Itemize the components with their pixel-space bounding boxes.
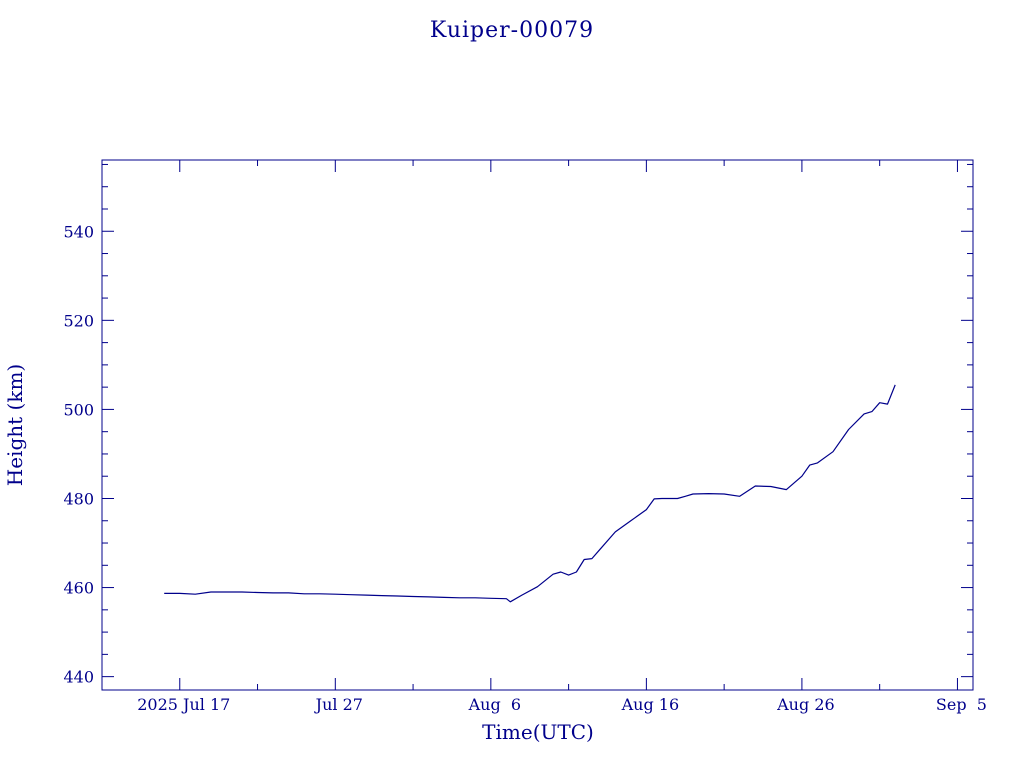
x-tick-label: Sep 5 [936, 695, 987, 714]
y-tick-label: 480 [63, 489, 94, 508]
x-tick-label: 2025 Jul 17 [137, 695, 230, 714]
y-tick-label: 520 [63, 311, 94, 330]
series-layer [164, 384, 896, 603]
series-line-0 [164, 384, 896, 603]
y-tick-label: 460 [63, 579, 94, 598]
x-tick-label: Jul 27 [314, 695, 363, 714]
y-tick-label: 540 [63, 222, 94, 241]
x-axis-label: Time(UTC) [482, 720, 594, 744]
y-tick-label: 440 [63, 668, 94, 687]
plot-frame [101, 159, 974, 691]
y-tick-label: 500 [63, 400, 94, 419]
x-tick-label: Aug 16 [621, 695, 680, 714]
tick-labels-layer: 440 460 480 500 520 540 2025 Jul 17 Jul 27 Aug 6… [63, 222, 987, 714]
x-tick-label: Aug 6 [468, 695, 521, 714]
chart-title: Kuiper-00079 [430, 18, 594, 43]
ticks-layer [101, 160, 973, 690]
y-axis-label: Height (km) [3, 364, 27, 486]
x-tick-label: Aug 26 [776, 695, 835, 714]
